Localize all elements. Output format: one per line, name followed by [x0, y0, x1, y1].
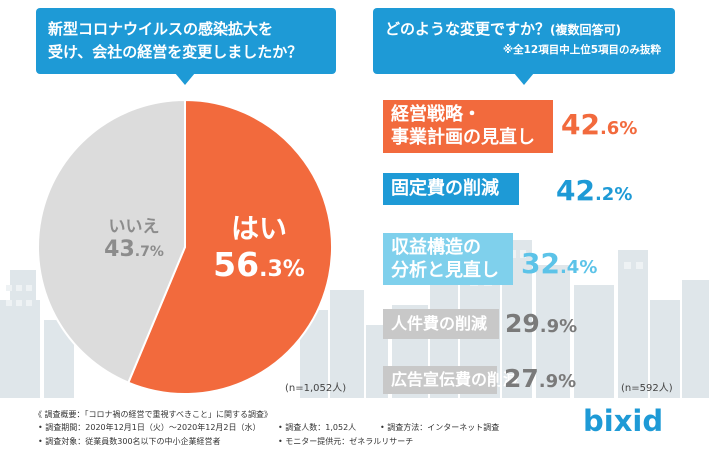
bar-item-revenue: 収益構造の 分析と見直し [383, 233, 513, 285]
bar-value-revenue: 32.4% [521, 247, 597, 280]
bixid-logo: bixid [583, 404, 664, 438]
bar-value-personnel: 29.9% [505, 309, 577, 338]
pie-value-yes: 56.3% [200, 246, 318, 289]
pie-value-no-int: 43 [104, 237, 135, 262]
bar-value-personnel-dec: .9% [539, 316, 578, 337]
bar-label-revenue-line2: 分析と見直し [391, 260, 499, 281]
left-question-line2: 受け、会社の経営を変更しましたか？ [48, 43, 303, 61]
pie-value-yes-int: 56 [213, 245, 260, 284]
bar-label-advertising: 広告宣伝費の削減 [391, 370, 520, 389]
right-sample-size: (n=592人) [621, 383, 673, 394]
bar-value-strategy-dec: .6% [599, 118, 638, 139]
bar-label-strategy-line2: 事業計画の見直し [391, 127, 535, 148]
bar-value-advertising: 27.9% [504, 364, 576, 393]
survey-target: • 調査対象：従業員数300名以下の中小企業経営者 [38, 437, 221, 446]
pie-value-yes-dec: .3% [259, 257, 305, 282]
left-question-line1: 新型コロナウイルスの感染拡大を [48, 20, 274, 38]
bar-item-strategy: 経営戦略・ 事業計画の見直し [383, 100, 553, 153]
bar-value-personnel-int: 29 [505, 309, 540, 338]
pie-label-no-text: いいえ [108, 217, 160, 237]
bar-value-advertising-dec: .9% [538, 371, 577, 392]
bar-label-revenue-line1: 収益構造の [391, 237, 481, 258]
right-bubble-tail [514, 73, 534, 85]
pie-slice-no [37, 98, 186, 384]
bar-item-personnel: 人件費の削減 [383, 309, 499, 339]
survey-provider: • モニター提供元：ゼネラルリサーチ [278, 437, 414, 446]
bar-label-personnel: 人件費の削減 [391, 314, 488, 333]
right-question-text: どのような変更ですか？ [385, 20, 551, 38]
bar-value-strategy-int: 42 [561, 108, 600, 141]
right-question-main: どのような変更ですか？(複数回答可) [385, 18, 665, 41]
bar-value-fixed-cost-dec: .2% [594, 184, 633, 205]
bar-label-strategy-line1: 経営戦略・ [391, 104, 481, 125]
bar-value-advertising-int: 27 [504, 364, 539, 393]
bar-value-revenue-int: 32 [521, 247, 560, 280]
bar-value-strategy: 42.6% [561, 108, 637, 141]
pie-label-yes-text: はい [230, 212, 287, 245]
bar-value-fixed-cost: 42.2% [556, 174, 632, 207]
left-sample-size: (n=1,052人) [285, 383, 347, 394]
bar-value-revenue-dec: .4% [559, 257, 598, 278]
survey-title: 《 調査概要：「コロナ禍の経営で重視すべきこと」に関する調査》 [34, 410, 272, 419]
survey-period: • 調査期間：2020年12月1日（火）〜2020年12月2日（水） [38, 423, 261, 432]
pie-label-no: いいえ 43.7% [96, 212, 172, 265]
bar-value-fixed-cost-int: 42 [556, 174, 595, 207]
survey-count: • 調査人数：1,052人 [278, 423, 357, 432]
pie-slice-yes [127, 98, 333, 395]
pie-label-yes: はい 56.3% [200, 212, 318, 289]
right-question-note: ※全12項目中上位5項目のみ抜粋 [502, 44, 661, 56]
pie-value-no-dec: .7% [134, 244, 164, 260]
left-bubble-tail [175, 73, 195, 85]
pie-value-no: 43.7% [96, 237, 172, 265]
survey-method: • 調査方法：インターネット調査 [380, 423, 500, 432]
bar-item-fixed-cost: 固定費の削減 [383, 173, 519, 205]
left-question-bubble: 新型コロナウイルスの感染拡大を 受け、会社の経営を変更しましたか？ [36, 8, 336, 74]
right-question-paren: (複数回答可) [550, 23, 621, 37]
right-question-bubble: どのような変更ですか？(複数回答可) ※全12項目中上位5項目のみ抜粋 [373, 8, 675, 74]
bar-item-advertising: 広告宣伝費の削減 [383, 366, 520, 394]
bar-label-fixed-cost: 固定費の削減 [391, 178, 499, 199]
